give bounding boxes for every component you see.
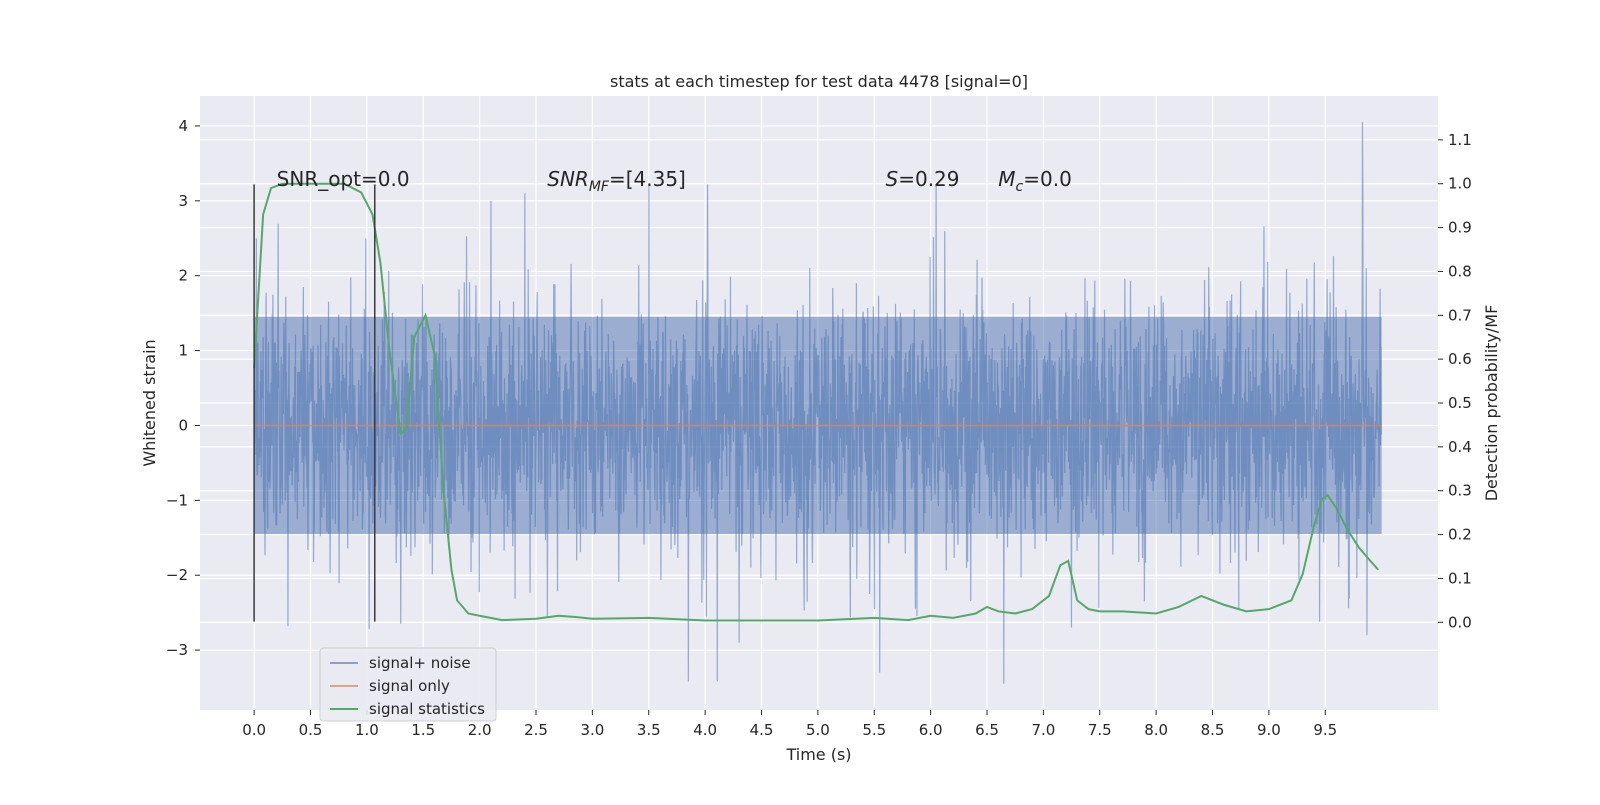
y2-tick-label: 0.0 [1448, 613, 1472, 631]
legend-label-signal-only: signal only [369, 677, 450, 695]
legend-label-signal-statistics: signal statistics [369, 700, 485, 718]
y2-tick-label: 1.1 [1448, 131, 1472, 149]
annotation-mc-main: M [998, 167, 1015, 191]
y2-axis-label: Detection probability/MF [1482, 305, 1501, 502]
x-tick-label: 3.0 [580, 721, 604, 739]
x-tick-label: 0.0 [242, 721, 266, 739]
x-tick-label: 2.5 [524, 721, 548, 739]
series-lines [253, 182, 1382, 622]
annotation-snr-opt-main: SNR_opt=0.0 [277, 167, 410, 191]
x-tick-label: 1.0 [355, 721, 379, 739]
signal-statistics-line [253, 182, 1379, 622]
x-tick-label: 8.5 [1201, 721, 1225, 739]
y-axis-label: Whitened strain [140, 339, 159, 466]
annotations: SNR_opt=0.0 SNRMF=[4.35] S=0.29 Mc=0.0 [277, 167, 1072, 195]
y2-tick-label: 1.0 [1448, 175, 1472, 193]
y2-tick-label: 0.7 [1448, 306, 1472, 324]
y-tick-label: 0 [178, 416, 188, 434]
x-tick-label: 0.5 [299, 721, 323, 739]
y-tick-label: 4 [178, 117, 188, 135]
chart-title: stats at each timestep for test data 447… [610, 72, 1028, 91]
x-tick-label: 1.5 [411, 721, 435, 739]
annotation-mc-value: =0.0 [1023, 167, 1072, 191]
y-tick-label: 1 [178, 342, 188, 360]
x-tick-label: 2.0 [468, 721, 492, 739]
x-tick-label: 7.0 [1031, 721, 1055, 739]
x-tick-label: 9.0 [1257, 721, 1281, 739]
y-tick-label: −1 [166, 491, 188, 509]
vertical-markers [253, 184, 376, 622]
annotation-mc-subscript: c [1016, 179, 1024, 195]
annotation-snr-mf-subscript: MF [589, 179, 610, 195]
annotation-snr-mf-main: SNR [547, 167, 589, 191]
y-tick-label: −3 [166, 641, 188, 659]
x-tick-label: 7.5 [1088, 721, 1112, 739]
y-tick-label: 2 [178, 267, 188, 285]
y2-tick-label: 0.1 [1448, 569, 1472, 587]
x-tick-label: 4.0 [693, 721, 717, 739]
y-tick-label: 3 [178, 192, 188, 210]
y2-tick-label: 0.5 [1448, 394, 1472, 412]
y2-tick-label: 0.4 [1448, 438, 1472, 456]
signal-plus-noise-line [253, 122, 1383, 684]
x-tick-label: 6.0 [919, 721, 943, 739]
legend-box [319, 647, 497, 722]
annotation-s-main: S [886, 167, 899, 191]
annotation-mc: Mc=0.0 [998, 167, 1072, 195]
x-tick-label: 9.5 [1313, 721, 1337, 739]
y-tick-label: −2 [166, 566, 188, 584]
annotation-snr-mf: SNRMF=[4.35] [547, 167, 686, 195]
x-tick-label: 8.0 [1144, 721, 1168, 739]
y2-tick-label: 0.6 [1448, 350, 1472, 368]
x-tick-label: 5.5 [862, 721, 886, 739]
x-tick-label: 5.0 [806, 721, 830, 739]
annotation-snr-mf-value: =[4.35] [609, 167, 686, 191]
annotation-s: S=0.29 [886, 167, 960, 191]
y2-tick-label: 0.9 [1448, 219, 1472, 237]
y2-tick-label: 0.2 [1448, 526, 1472, 544]
legend-label-signal-plus-noise: signal+ noise [369, 654, 471, 672]
x-tick-label: 6.5 [975, 721, 999, 739]
y2-tick-label: 0.8 [1448, 262, 1472, 280]
annotation-snr-opt: SNR_opt=0.0 [277, 167, 410, 191]
legend: signal+ noise signal only signal statist… [319, 647, 497, 722]
x-tick-label: 3.5 [637, 721, 661, 739]
x-axis-label: Time (s) [785, 745, 851, 764]
y2-tick-label: 0.3 [1448, 482, 1472, 500]
annotation-s-value: =0.29 [898, 167, 959, 191]
x-tick-label: 4.5 [750, 721, 774, 739]
axis-ticks: 0.0 0.5 1.0 1.5 2.0 2.5 3.0 3.5 4.0 4.5 5.0 5.5 6.0 6… [166, 117, 1472, 739]
